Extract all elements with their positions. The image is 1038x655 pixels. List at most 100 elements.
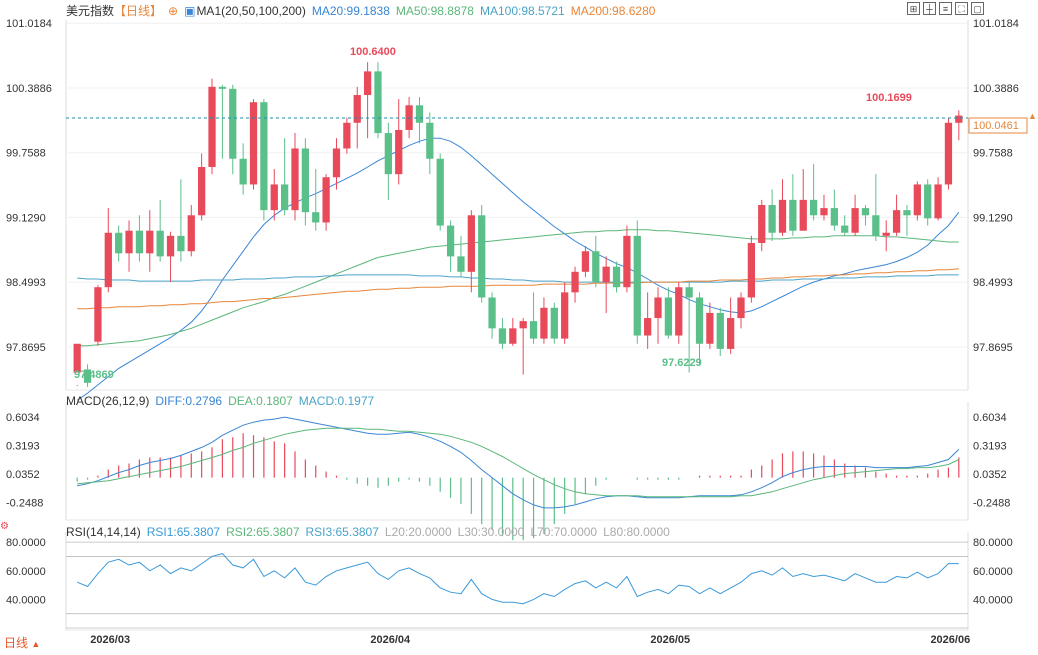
price-tick-left: 98.4993 (6, 277, 46, 289)
ma20-line (76, 137, 960, 401)
candle-body (799, 199, 807, 231)
candle-body (830, 208, 838, 226)
candle-body (446, 225, 455, 257)
macd-tick-left: 0.6034 (6, 412, 40, 424)
macd-layer (76, 416, 960, 541)
chevron-up-icon: ▲ (31, 639, 41, 649)
macd-tick-right: 0.6034 (973, 412, 1007, 424)
candle-body (747, 243, 756, 298)
candle-body (664, 297, 673, 336)
candle-body (913, 184, 921, 216)
price-tick-left: 99.1290 (6, 212, 46, 224)
axes-layer: 101.0184 101.0184 100.3886 100.3886 99.7588 9… (6, 18, 1019, 646)
candle-body (581, 251, 590, 272)
candle-body (592, 251, 600, 283)
candle-body (301, 148, 310, 213)
ma50-value: MA50:98.8878 (395, 4, 474, 18)
rsi-l80: L80:80.0000 (603, 525, 670, 539)
price-tick-right: 97.8695 (973, 342, 1013, 354)
fit-icon[interactable]: ⊞ (907, 2, 920, 15)
candle-body (872, 215, 880, 236)
candle-body (218, 86, 227, 89)
candle-body (726, 318, 735, 349)
price-tick-right: 99.7588 (973, 148, 1013, 160)
candle-body (312, 212, 320, 223)
candle-body (270, 184, 278, 211)
candle-body (478, 215, 486, 298)
candle-body (457, 256, 465, 272)
candle-body (955, 115, 963, 123)
add-indicator-icon[interactable]: ⊕ (168, 4, 179, 18)
candles-layer (73, 62, 963, 387)
timeframe-selector[interactable]: 日线 ▲ (4, 634, 40, 651)
candle-body (146, 230, 154, 254)
ma-label: MA1(20,50,100,200) (196, 4, 306, 18)
price-tick-left: 97.8695 (6, 342, 46, 354)
candle-body (198, 166, 206, 216)
candle-body (675, 287, 683, 336)
candle-body (820, 208, 828, 216)
candle-body (384, 133, 392, 175)
ma100-value: MA100:98.5721 (479, 4, 565, 18)
toolbar: ⊞ ┼ ≡ ⛶ ▢ (907, 2, 984, 15)
rsi3-value: RSI3:65.3807 (305, 525, 379, 539)
rsi-line (77, 553, 959, 605)
candle-body (395, 129, 403, 175)
fullscreen-icon[interactable]: ⛶ (955, 2, 968, 15)
ma100-line (77, 274, 959, 283)
macd-tick-right: 0.0352 (973, 469, 1007, 481)
candle-body (343, 122, 351, 149)
candle-body (280, 184, 289, 211)
price-tick-left: 100.3886 (6, 83, 52, 95)
annotation-recent-high: 100.1699 (866, 92, 912, 104)
price-tick-left: 99.7588 (6, 148, 46, 160)
candle-body (716, 312, 724, 349)
fullscreen-exit-icon[interactable]: ▢ (971, 2, 984, 15)
ma200-line (77, 268, 959, 310)
macd-tick-right: 0.3193 (973, 440, 1007, 452)
candle-body (633, 235, 641, 336)
candle-body (426, 122, 434, 159)
price-tick-left: 101.0184 (6, 18, 52, 30)
chart-type-icon[interactable]: ≡ (939, 2, 952, 15)
rsi-l70: L70:70.0000 (530, 525, 598, 539)
candle-body (892, 210, 901, 233)
candle-body (415, 105, 424, 123)
candle-body (208, 86, 216, 167)
price-header: 美元指数【日线】 ⊕ ▣MA1(20,50,100,200) MA20:99.1838… (66, 2, 661, 18)
rsi-tick-left: 60.0000 (6, 566, 46, 578)
candle-body (706, 312, 714, 344)
rsi2-value: RSI2:65.3807 (226, 525, 300, 539)
candle-body (488, 297, 496, 329)
candle-body (498, 328, 507, 344)
ma-toggle-icon[interactable]: ▣ (184, 4, 196, 18)
annotation-low-a: 97.4869 (74, 369, 114, 381)
macd-macd-value: MACD:0.1977 (298, 394, 375, 408)
rsi-tick-right: 60.0000 (973, 566, 1013, 578)
candle-body (861, 208, 870, 216)
candle-body (768, 205, 776, 233)
macd-diff-line (77, 416, 960, 509)
candle-body (841, 225, 849, 233)
candle-body (166, 235, 175, 257)
current-price-label: 100.0461 (973, 120, 1019, 132)
candle-body (374, 71, 382, 134)
candle-body (83, 369, 92, 383)
rsi-settings-icon[interactable]: ⚙ (0, 521, 9, 532)
rsi-layer (66, 541, 968, 629)
rsi-tick-left: 40.0000 (6, 594, 46, 606)
macd-tick-left: 0.0352 (6, 469, 40, 481)
candle-body (115, 232, 123, 254)
crosshair-icon[interactable]: ┼ (923, 2, 936, 15)
candle-body (125, 230, 133, 254)
candle-body (737, 297, 745, 319)
rsi-label: RSI(14,14,14) (66, 525, 141, 539)
candle-body (654, 297, 662, 319)
candle-body (540, 307, 548, 339)
candle-body (934, 184, 942, 219)
candle-body (602, 266, 610, 283)
date-tick: 2026/05 (650, 634, 690, 646)
ma-lines-layer (76, 137, 960, 401)
period-label[interactable]: 【日线】 (114, 4, 163, 18)
